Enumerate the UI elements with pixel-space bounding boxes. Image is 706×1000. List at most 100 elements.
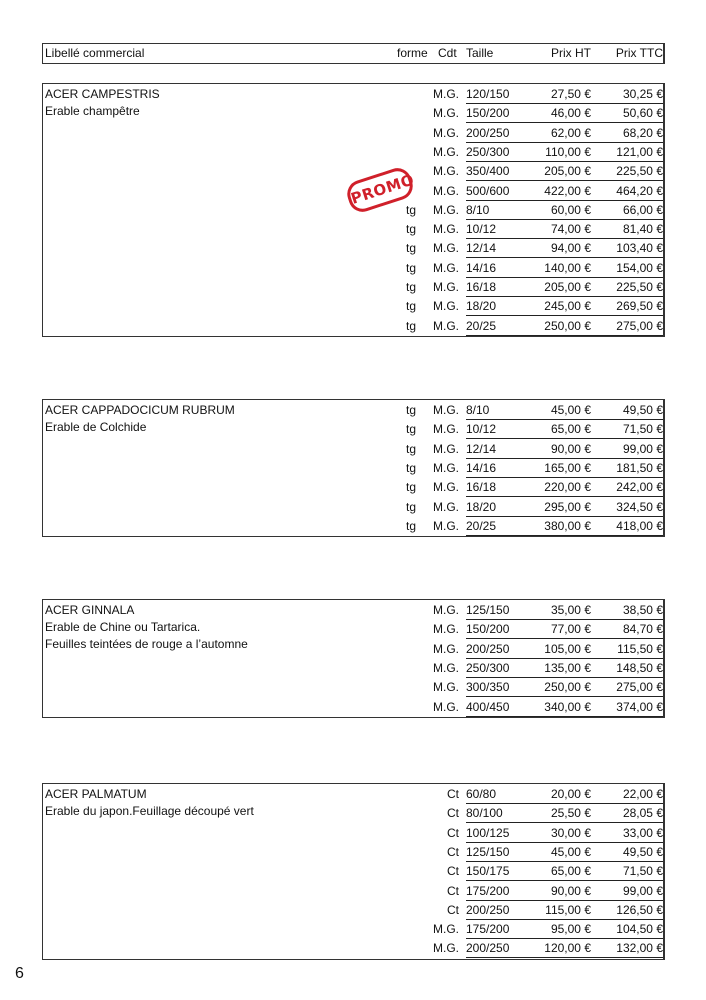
prix-ttc-cell: 81,40 € — [591, 220, 663, 240]
prix-ht-cell: 65,00 € — [467, 420, 591, 440]
product-description: Erable champêtre — [45, 104, 140, 118]
cdt-cell: M.G. — [433, 660, 459, 675]
product-name: ACER PALMATUM — [45, 787, 147, 801]
cdt-cell: M.G. — [433, 480, 459, 495]
prix-ttc-cell: 464,20 € — [591, 182, 663, 201]
cdt-cell: M.G. — [433, 144, 459, 159]
prix-ht-cell: 45,00 € — [467, 401, 591, 420]
prix-ht-cell: 120,00 € — [467, 939, 591, 959]
forme-cell: tg — [405, 403, 416, 417]
cdt-cell: Ct — [447, 844, 459, 859]
cdt-cell: M.G. — [433, 499, 459, 514]
cdt-cell: M.G. — [433, 125, 459, 140]
prix-ttc-cell: 275,00 € — [591, 678, 663, 698]
forme-cell: tg — [405, 318, 416, 333]
product-section: ACER CAPPADOCICUM RUBRUM Erable de Colchi… — [42, 399, 665, 538]
prix-ttc-cell: 121,00 € — [591, 143, 663, 162]
prix-ht-cell: 250,00 € — [467, 317, 591, 336]
forme-cell: tg — [405, 480, 416, 495]
header-cdt: Cdt — [438, 46, 457, 60]
prix-ht-cell: 220,00 € — [467, 478, 591, 498]
header-forme: forme — [397, 46, 428, 60]
prix-ht-cell: 60,00 € — [467, 201, 591, 220]
prix-ttc-cell: 115,50 € — [591, 640, 663, 659]
cdt-cell: M.G. — [433, 699, 459, 714]
forme-cell: tg — [405, 422, 416, 437]
product-section: ACER GINNALA Erable de Chine ou Tartarica… — [42, 599, 665, 718]
cdt-cell: M.G. — [433, 299, 459, 314]
prix-ttc-cell: 84,70 € — [591, 620, 663, 640]
prix-ht-cell: 62,00 € — [467, 124, 591, 143]
prix-ttc-cell: 38,50 € — [591, 601, 663, 620]
prix-ttc-cell: 225,50 € — [591, 162, 663, 182]
prix-ttc-cell: 126,50 € — [591, 901, 663, 920]
cdt-cell: Ct — [447, 864, 459, 879]
cdt-cell: M.G. — [433, 422, 459, 437]
product-section: ACER CAMPESTRIS Erable champêtre M.G. 120/1… — [42, 83, 665, 337]
header-prix-ht: Prix HT — [551, 46, 591, 60]
prix-ht-cell: 205,00 € — [467, 162, 591, 182]
forme-cell: tg — [405, 260, 416, 275]
prix-ht-cell: 95,00 € — [467, 920, 591, 940]
prix-ttc-cell: 50,60 € — [591, 104, 663, 124]
forme-cell: tg — [405, 299, 416, 314]
prix-ttc-cell: 71,50 € — [591, 862, 663, 882]
prix-ht-cell: 135,00 € — [467, 659, 591, 678]
product-name: ACER CAMPESTRIS — [45, 87, 160, 101]
prix-ttc-cell: 242,00 € — [591, 478, 663, 498]
product-description: Erable de Chine ou Tartarica. — [45, 620, 201, 634]
prix-ttc-cell: 49,50 € — [591, 843, 663, 862]
prix-ht-cell: 77,00 € — [467, 620, 591, 640]
product-description: Erable du japon.Feuillage découpé vert — [45, 804, 254, 818]
forme-cell: tg — [405, 518, 416, 533]
prix-ttc-cell: 269,50 € — [591, 297, 663, 317]
cdt-cell: Ct — [447, 825, 459, 840]
prix-ht-cell: 422,00 € — [467, 182, 591, 201]
prix-ttc-cell: 148,50 € — [591, 659, 663, 678]
cdt-cell: M.G. — [433, 280, 459, 294]
prix-ht-cell: 245,00 € — [467, 297, 591, 317]
product-section: ACER PALMATUM Erable du japon.Feuillage d… — [42, 783, 665, 960]
product-description: Feuilles teintées de rouge a l’automne — [45, 637, 248, 651]
prix-ttc-cell: 225,50 € — [591, 278, 663, 297]
forme-cell: tg — [405, 441, 416, 456]
prix-ht-cell: 35,00 € — [467, 601, 591, 620]
forme-cell: tg — [405, 499, 416, 514]
prix-ttc-cell: 99,00 € — [591, 882, 663, 901]
cdt-cell: M.G. — [433, 622, 459, 637]
prix-ttc-cell: 324,50 € — [591, 498, 663, 517]
forme-cell: tg — [405, 460, 416, 475]
forme-cell: tg — [405, 202, 416, 217]
cdt-cell: M.G. — [433, 403, 459, 417]
prix-ht-cell: 45,00 € — [467, 843, 591, 862]
cdt-cell: M.G. — [433, 318, 459, 333]
prix-ttc-cell: 33,00 € — [591, 824, 663, 843]
prix-ttc-cell: 103,40 € — [591, 239, 663, 259]
prix-ht-cell: 340,00 € — [467, 698, 591, 717]
prix-ttc-cell: 28,05 € — [591, 804, 663, 824]
prix-ht-cell: 115,00 € — [467, 901, 591, 920]
prix-ht-cell: 110,00 € — [467, 143, 591, 162]
forme-cell: tg — [405, 280, 416, 294]
prix-ht-cell: 90,00 € — [467, 440, 591, 459]
cdt-cell: Ct — [447, 787, 459, 801]
prix-ht-cell: 90,00 € — [467, 882, 591, 901]
prix-ht-cell: 250,00 € — [467, 678, 591, 698]
prix-ht-cell: 20,00 € — [467, 785, 591, 804]
cdt-cell: M.G. — [433, 106, 459, 121]
cdt-cell: M.G. — [433, 260, 459, 275]
prix-ht-cell: 205,00 € — [467, 278, 591, 297]
header-taille: Taille — [466, 46, 494, 60]
prix-ttc-cell: 22,00 € — [591, 785, 663, 804]
header-prix-ttc: Prix TTC — [615, 46, 663, 60]
prix-ttc-cell: 99,00 € — [591, 440, 663, 459]
prix-ttc-cell: 71,50 € — [591, 420, 663, 440]
header-libelle: Libellé commercial — [45, 46, 145, 60]
cdt-cell: M.G. — [433, 441, 459, 456]
product-name: ACER GINNALA — [45, 603, 135, 617]
prix-ht-cell: 380,00 € — [467, 517, 591, 536]
prix-ttc-cell: 68,20 € — [591, 124, 663, 143]
cdt-cell: Ct — [447, 806, 459, 821]
prix-ttc-cell: 418,00 € — [591, 517, 663, 536]
